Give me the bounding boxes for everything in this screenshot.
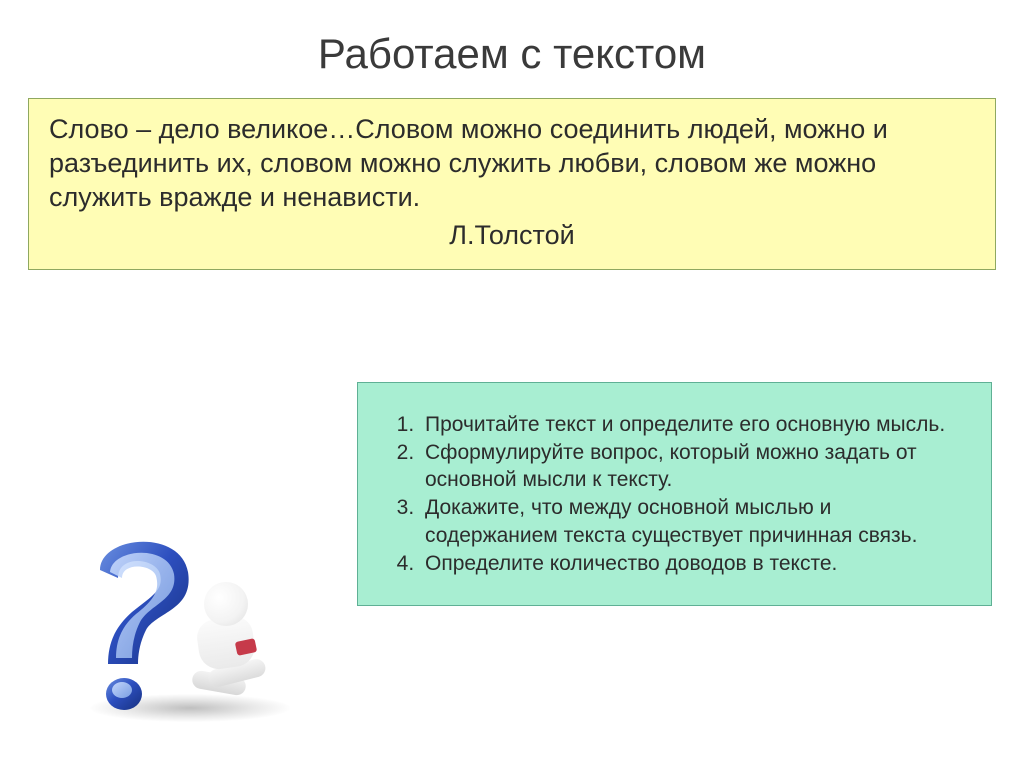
quote-box: Слово – дело великое…Словом можно соедин…	[28, 98, 996, 270]
task-item: Докажите, что между основной мыслью и со…	[420, 494, 969, 549]
slide-title: Работаем с текстом	[0, 0, 1024, 98]
quote-author: Л.Толстой	[49, 220, 975, 251]
tasks-list: Прочитайте текст и определите его основн…	[420, 411, 969, 577]
quote-text: Слово – дело великое…Словом можно соедин…	[49, 113, 975, 214]
task-item: Сформулируйте вопрос, который можно зада…	[420, 439, 969, 494]
task-item: Определите количество доводов в тексте.	[420, 550, 969, 578]
task-item: Прочитайте текст и определите его основн…	[420, 411, 969, 439]
question-figure-illustration	[60, 510, 320, 730]
sitting-figure-icon	[178, 582, 286, 702]
tasks-box: Прочитайте текст и определите его основн…	[357, 382, 992, 606]
